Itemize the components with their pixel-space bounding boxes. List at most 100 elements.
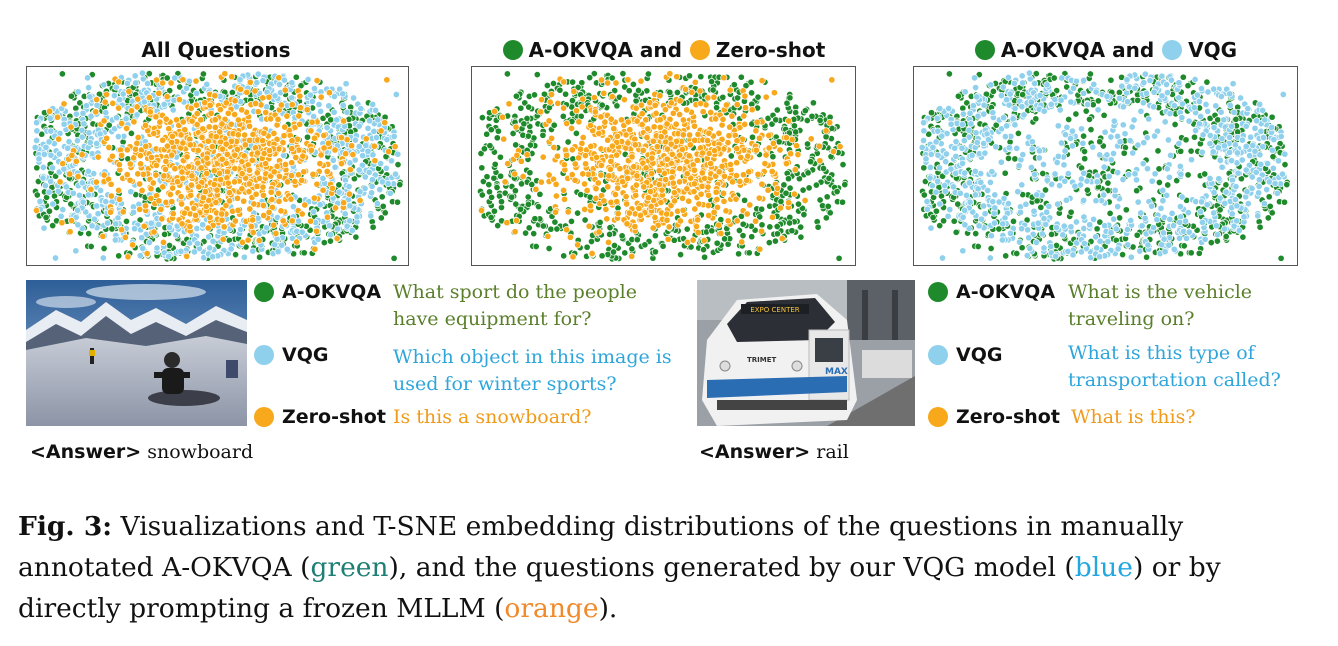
tsne-point	[545, 244, 553, 253]
tsne-point	[659, 242, 667, 250]
tsne-point	[274, 115, 282, 123]
tsne-point	[519, 172, 527, 181]
tsne-point	[279, 139, 287, 147]
tsne-point	[85, 84, 93, 92]
tsne-point	[794, 151, 802, 159]
tsne-point	[705, 211, 713, 220]
tsne-point	[546, 98, 554, 106]
tsne-point	[581, 216, 589, 224]
tsne-point	[736, 177, 744, 186]
tsne-point	[160, 100, 168, 108]
tsne-point	[187, 181, 195, 189]
plot-title-all: All Questions	[26, 36, 406, 64]
tsne-point	[690, 188, 698, 196]
tsne-point	[995, 225, 1003, 233]
tsne-point	[782, 160, 791, 168]
tsne-point	[390, 132, 398, 141]
tsne-point	[738, 238, 746, 246]
tsne-point	[121, 233, 129, 241]
tsne-point	[87, 242, 95, 251]
tsne-point	[637, 101, 645, 109]
tsne-point	[372, 134, 381, 142]
tsne-point	[193, 224, 201, 233]
tsne-point	[696, 87, 704, 95]
tsne-point	[222, 201, 230, 210]
tsne-point	[325, 89, 333, 97]
tsne-point	[342, 150, 350, 158]
tsne-point	[632, 191, 640, 199]
tsne-point	[203, 154, 211, 162]
tsne-point	[765, 239, 773, 247]
tsne-point	[265, 93, 273, 101]
tsne-point	[512, 141, 520, 149]
tsne-point	[67, 200, 75, 208]
tsne-point	[374, 116, 382, 124]
tsne-point	[392, 90, 400, 99]
tsne-point	[88, 222, 96, 230]
tsne-point	[259, 137, 267, 145]
tsne-point	[133, 111, 141, 119]
tsne-point	[193, 110, 201, 118]
tsne-point	[156, 118, 164, 126]
tsne-point	[691, 136, 699, 144]
plot-title-vqg: A-OKVQA and VQG	[914, 36, 1296, 64]
tsne-point	[320, 239, 328, 247]
tsne-point	[325, 102, 333, 110]
tsne-point	[606, 224, 614, 232]
tsne-point	[275, 80, 284, 89]
tsne-point	[511, 228, 519, 236]
tsne-point	[152, 171, 160, 179]
tsne-point	[728, 112, 736, 120]
tsne-point	[669, 179, 677, 187]
tsne-point	[611, 190, 619, 199]
tsne-point	[572, 107, 581, 115]
tsne-point	[193, 89, 201, 97]
tsne-point	[255, 236, 263, 245]
tsne-point	[288, 101, 296, 109]
tsne-point	[478, 164, 486, 172]
tsne-point	[539, 222, 547, 230]
tsne-point	[633, 117, 641, 125]
tsne-point	[143, 249, 151, 258]
tsne-point	[223, 150, 231, 158]
tsne-point	[391, 170, 400, 178]
tsne-point	[82, 102, 90, 110]
tsne-point	[177, 193, 185, 201]
tsne-point	[274, 189, 283, 197]
tsne-point	[598, 101, 606, 109]
tsne-point	[260, 149, 268, 158]
tsne-point	[234, 116, 242, 124]
tsne-point	[345, 183, 353, 191]
tsne-point	[315, 100, 323, 109]
tsne-point	[320, 131, 328, 140]
tsne-point	[501, 189, 509, 197]
tsne-point	[147, 194, 155, 202]
tsne-point	[791, 166, 799, 174]
tsne-point	[105, 143, 113, 152]
tsne-point	[597, 171, 605, 179]
tsne-point	[783, 99, 791, 107]
tsne-point	[225, 189, 233, 197]
tsne-point	[624, 76, 632, 84]
tsne-point	[136, 252, 144, 260]
tsne-point	[486, 142, 494, 150]
tsne-point	[754, 93, 762, 101]
tsne-point	[163, 74, 171, 82]
tsne-point	[694, 130, 702, 138]
tsne-point	[613, 102, 621, 110]
tsne-point	[199, 221, 207, 229]
tsne-point	[662, 176, 670, 184]
tsne-point	[603, 215, 611, 223]
tsne-point	[326, 231, 335, 239]
tsne-point	[626, 126, 634, 134]
tsne-point	[47, 177, 55, 185]
tsne-point	[218, 145, 227, 153]
tsne-point	[245, 166, 253, 174]
tsne-point	[150, 228, 158, 236]
tsne-point	[673, 88, 681, 97]
tsne-point	[296, 120, 304, 128]
tsne-point	[199, 194, 207, 202]
tsne-point	[115, 104, 123, 112]
tsne-point	[705, 149, 713, 158]
tsne-point	[1094, 97, 1102, 105]
